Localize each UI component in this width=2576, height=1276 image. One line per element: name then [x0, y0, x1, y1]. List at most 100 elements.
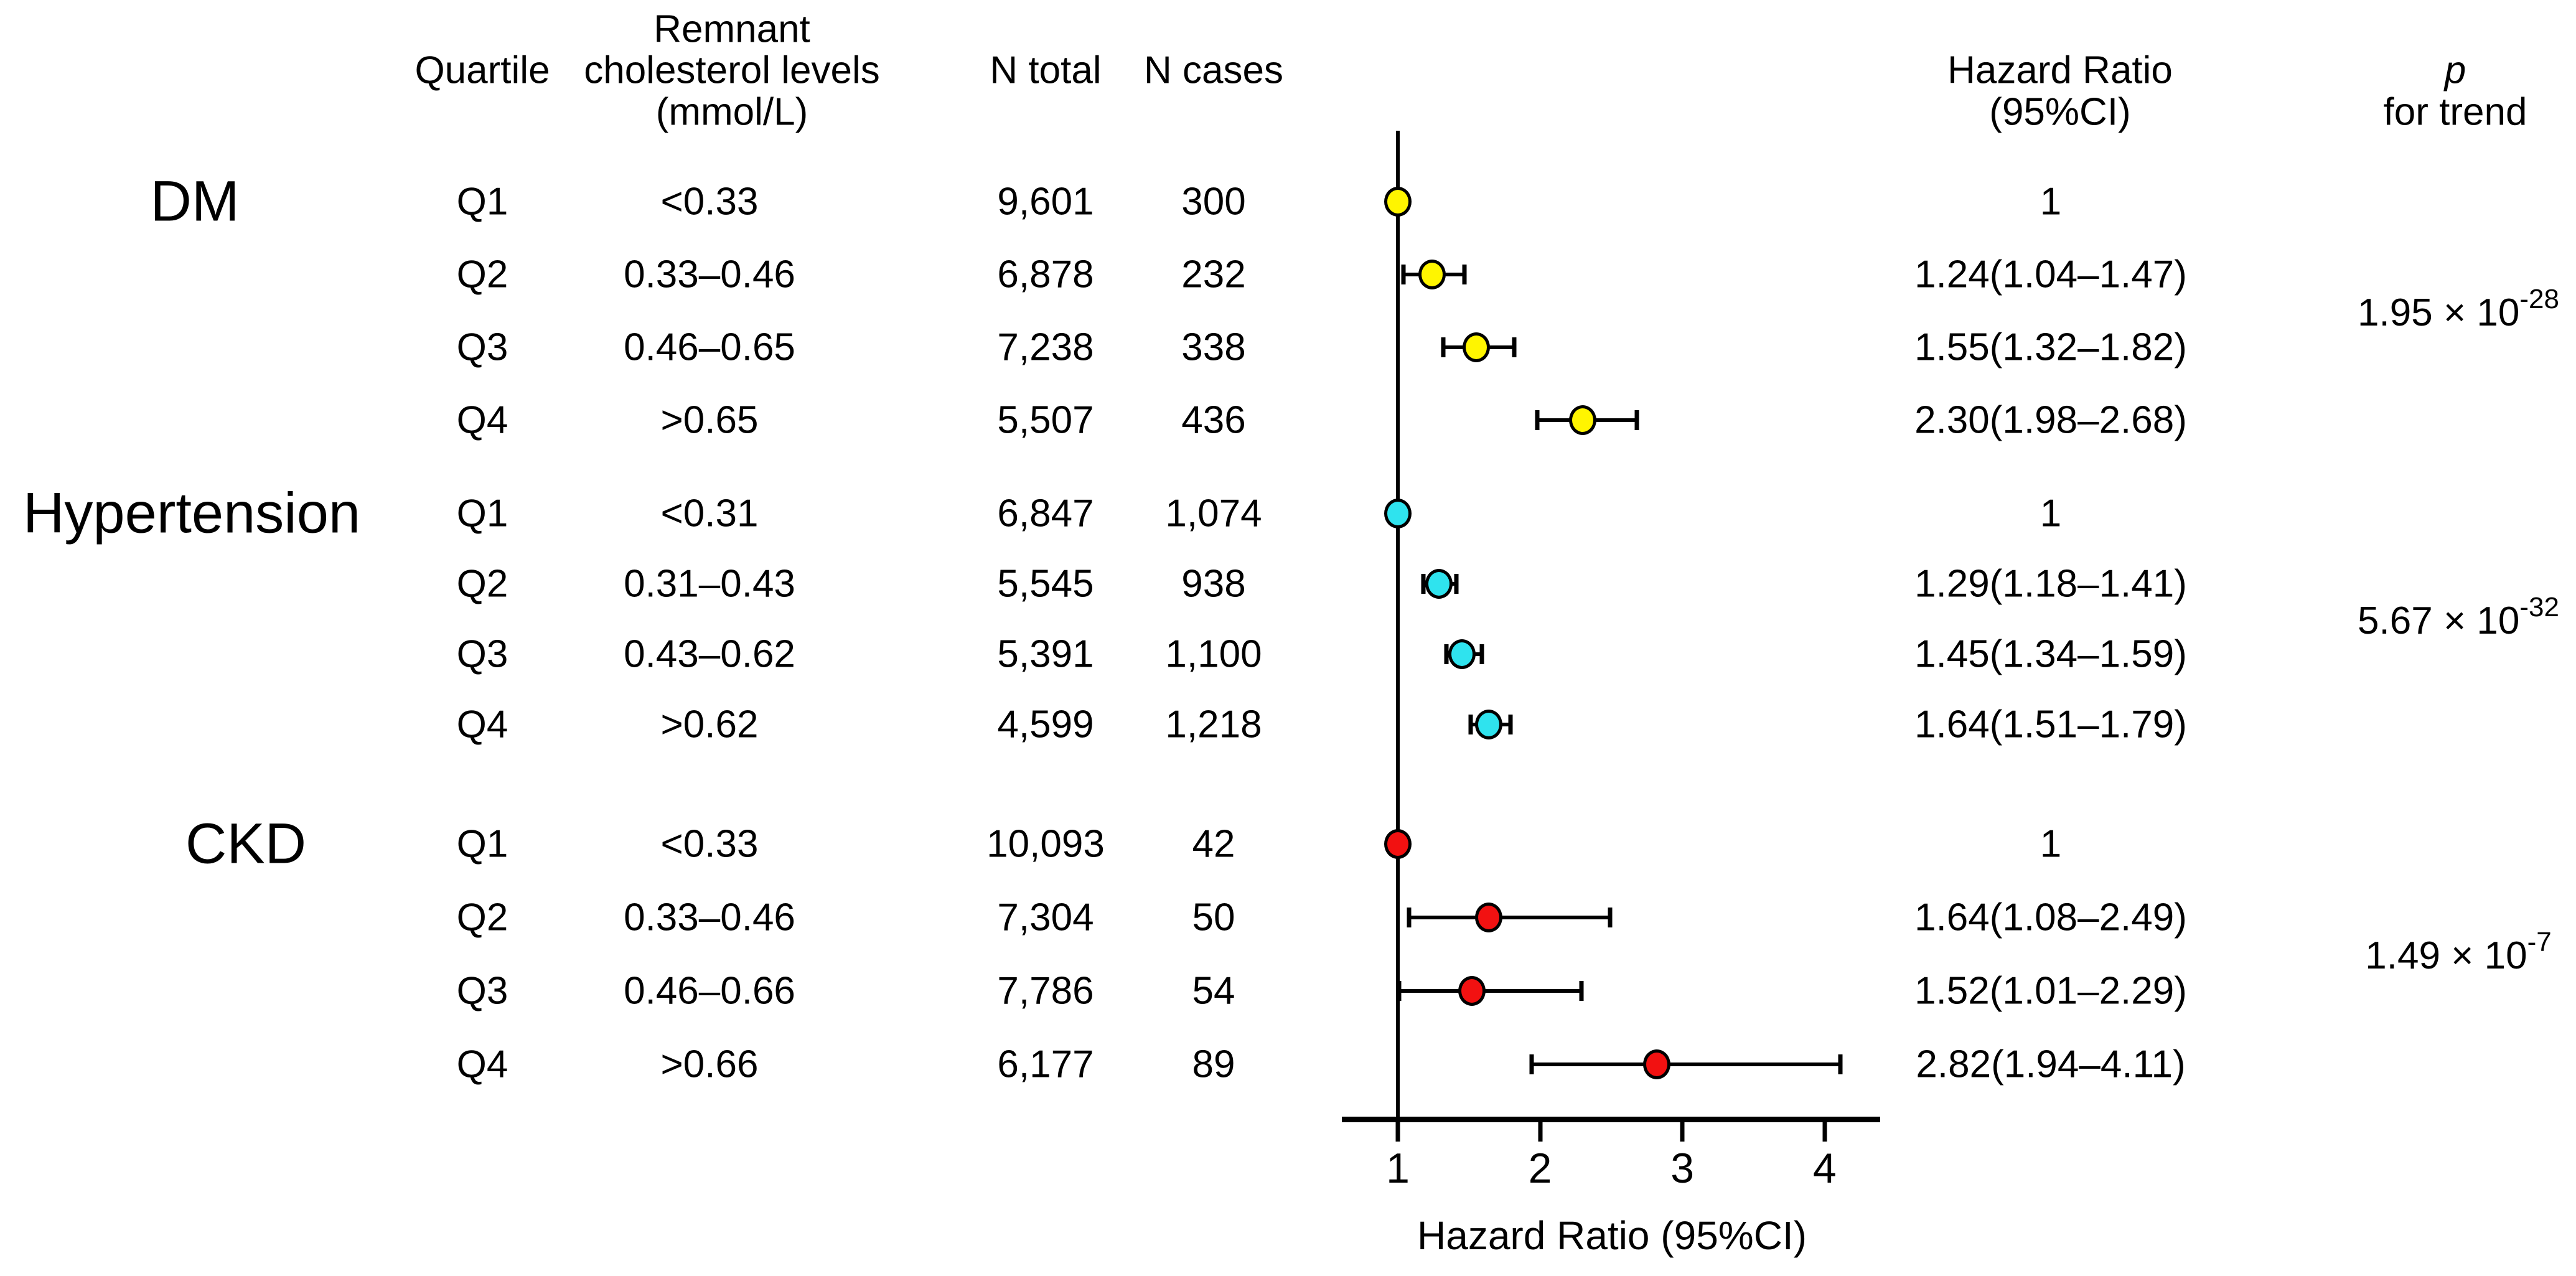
ci-cap-low: [1441, 337, 1446, 357]
col-header-p: p: [2444, 49, 2466, 92]
hr-point-marker: [1462, 332, 1490, 362]
col-header-95ci: (95%CI): [1989, 90, 2131, 134]
p-value-mantissa: 5.67 × 10: [2358, 599, 2520, 642]
col-header-chol-line2: cholesterol levels: [584, 49, 880, 92]
chol-range-cell: 0.31–0.43: [624, 562, 795, 606]
ci-cap-high: [1508, 715, 1513, 734]
ci-cap-high: [1579, 981, 1584, 1001]
ci-cap-high: [1838, 1054, 1843, 1074]
col-header-chol-line1: Remnant: [653, 7, 810, 51]
hr-ci-text-cell: 1.45(1.34–1.59): [1914, 632, 2187, 676]
n-cases-cell: 1,100: [1165, 632, 1262, 676]
ci-cap-low: [1397, 981, 1402, 1001]
n-cases-cell: 938: [1181, 562, 1246, 606]
hr-point-marker: [1384, 187, 1412, 217]
quartile-cell: Q1: [456, 822, 508, 866]
n-cases-cell: 50: [1192, 896, 1235, 939]
p-for-trend-value: 1.49 × 10-7: [2365, 927, 2551, 978]
n-cases-cell: 1,218: [1165, 703, 1262, 746]
hr-point-marker: [1643, 1049, 1671, 1079]
hr-ci-text-cell: 1: [2040, 492, 2062, 535]
ci-cap-high: [1634, 410, 1639, 430]
x-axis-tick-label: 3: [1670, 1145, 1695, 1192]
p-for-trend-value: 5.67 × 10-32: [2358, 592, 2559, 643]
chol-range-cell: >0.66: [660, 1043, 759, 1086]
chol-range-cell: 0.46–0.65: [624, 326, 795, 369]
hr-ci-text-cell: 1.29(1.18–1.41): [1914, 562, 2187, 606]
n-total-cell: 7,786: [997, 969, 1094, 1013]
chol-range-cell: 0.33–0.46: [624, 253, 795, 296]
n-total-cell: 6,847: [997, 492, 1094, 535]
p-value-mantissa: 1.49 × 10: [2365, 934, 2527, 977]
col-header-hazard-ratio: Hazard Ratio: [1947, 49, 2173, 92]
chol-range-cell: 0.46–0.66: [624, 969, 795, 1013]
n-total-cell: 5,507: [997, 398, 1094, 442]
quartile-cell: Q3: [456, 326, 508, 369]
chol-range-cell: <0.31: [660, 492, 759, 535]
x-axis-tick-label: 2: [1528, 1145, 1552, 1192]
p-value-exponent: -28: [2519, 284, 2559, 315]
chol-range-cell: 0.43–0.62: [624, 632, 795, 676]
x-axis-tick: [1538, 1119, 1543, 1142]
ci-cap-low: [1468, 715, 1473, 734]
n-cases-cell: 300: [1181, 180, 1246, 223]
n-total-cell: 6,177: [997, 1043, 1094, 1086]
n-total-cell: 5,545: [997, 562, 1094, 606]
n-cases-cell: 232: [1181, 253, 1246, 296]
hr-point-marker: [1384, 829, 1412, 859]
p-for-trend-value: 1.95 × 10-28: [2358, 284, 2559, 335]
chol-range-cell: >0.62: [660, 703, 759, 746]
ci-cap-low: [1421, 574, 1426, 594]
ci-cap-high: [1608, 908, 1613, 927]
n-cases-cell: 338: [1181, 326, 1246, 369]
quartile-cell: Q4: [456, 703, 508, 746]
ci-cap-low: [1535, 410, 1540, 430]
chol-range-cell: >0.65: [660, 398, 759, 442]
group-label: CKD: [185, 812, 307, 876]
quartile-cell: Q4: [456, 398, 508, 442]
ci-cap-high: [1462, 265, 1467, 284]
n-cases-cell: 436: [1181, 398, 1246, 442]
n-total-cell: 10,093: [986, 822, 1105, 866]
x-axis-tick: [1395, 1119, 1400, 1142]
chol-range-cell: 0.33–0.46: [624, 896, 795, 939]
hr-point-marker: [1425, 569, 1453, 599]
quartile-cell: Q4: [456, 1043, 508, 1086]
hr-ci-text-cell: 1.55(1.32–1.82): [1914, 326, 2187, 369]
hr-ci-text-cell: 2.82(1.94–4.11): [1916, 1043, 2186, 1086]
chol-range-cell: <0.33: [660, 822, 759, 866]
x-axis-tick-label: 1: [1386, 1145, 1410, 1192]
quartile-cell: Q3: [456, 632, 508, 676]
n-cases-cell: 54: [1192, 969, 1235, 1013]
hr-point-marker: [1475, 710, 1503, 739]
quartile-cell: Q2: [456, 896, 508, 939]
quartile-cell: Q2: [456, 253, 508, 296]
quartile-cell: Q2: [456, 562, 508, 606]
col-header-quartile: Quartile: [415, 49, 550, 92]
hr-ci-text-cell: 1.64(1.51–1.79): [1914, 703, 2187, 746]
p-value-exponent: -32: [2519, 592, 2559, 623]
x-axis-line: [1342, 1117, 1880, 1122]
ci-cap-high: [1454, 574, 1459, 594]
quartile-cell: Q1: [456, 180, 508, 223]
n-cases-cell: 89: [1192, 1043, 1235, 1086]
n-total-cell: 6,878: [997, 253, 1094, 296]
ci-cap-low: [1529, 1054, 1534, 1074]
hr-point-marker: [1569, 405, 1597, 435]
x-axis-tick: [1822, 1119, 1827, 1142]
x-axis-tick: [1680, 1119, 1685, 1142]
ci-cap-high: [1512, 337, 1517, 357]
chol-range-cell: <0.33: [660, 180, 759, 223]
n-total-cell: 4,599: [997, 703, 1094, 746]
p-value-exponent: -7: [2527, 927, 2552, 958]
group-label: DM: [150, 169, 240, 233]
hr-point-marker: [1475, 903, 1503, 932]
hr-ci-text-cell: 1.52(1.01–2.29): [1914, 969, 2187, 1013]
reference-line-hr1: [1396, 131, 1400, 1119]
p-value-mantissa: 1.95 × 10: [2358, 291, 2520, 334]
ci-cap-low: [1407, 908, 1412, 927]
x-axis-title: Hazard Ratio (95%CI): [1417, 1213, 1807, 1258]
n-total-cell: 5,391: [997, 632, 1094, 676]
hr-ci-text-cell: 1.64(1.08–2.49): [1914, 896, 2187, 939]
